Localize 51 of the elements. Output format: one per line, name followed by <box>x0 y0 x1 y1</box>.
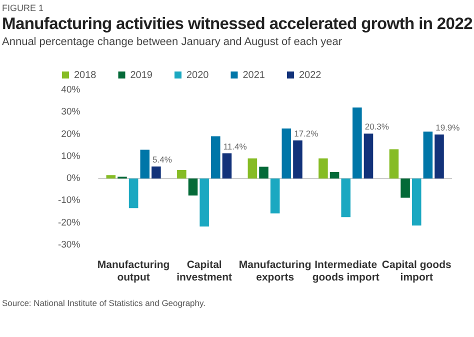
bar <box>188 178 198 196</box>
y-tick-label: 20% <box>61 128 81 140</box>
y-tick-label: -30% <box>58 239 81 250</box>
x-tick-label: Manufacturing exports <box>238 258 312 284</box>
bar <box>106 175 116 178</box>
bar <box>222 153 232 178</box>
legend-label: 2022 <box>298 70 322 81</box>
legend-label: 2019 <box>130 70 153 81</box>
bar <box>248 158 258 178</box>
bar <box>434 134 444 178</box>
caption: FIGURE 1 <box>2 3 45 14</box>
bar <box>152 166 161 178</box>
bar <box>282 128 292 178</box>
bar <box>293 140 302 178</box>
data-label: 17.2% <box>294 128 319 139</box>
data-label: 11.4% <box>223 141 248 152</box>
bar <box>412 178 422 226</box>
bar <box>270 178 280 214</box>
y-tick-label: 30% <box>61 106 81 118</box>
chart-subtitle: Annual percentage change between January and August of each year <box>2 36 344 48</box>
bar <box>259 166 268 178</box>
data-label: 19.9% <box>436 122 460 133</box>
data-label: 20.3% <box>364 122 390 132</box>
bar <box>200 178 209 226</box>
bar <box>128 178 138 208</box>
bar <box>211 136 220 178</box>
x-tick-label: Capital goods import <box>382 258 452 284</box>
bar <box>140 150 150 178</box>
bar <box>400 178 410 198</box>
x-tick-label: Capital investment <box>176 258 233 284</box>
bar <box>364 134 374 178</box>
source-note: Source: National Institute of Statistics and Geography. <box>2 298 206 308</box>
y-tick-label: -10% <box>58 195 81 206</box>
chart-title: Manufacturing activities witnessed accelerated growth in 2022 <box>2 15 474 34</box>
bar <box>389 149 399 178</box>
bar <box>352 107 362 178</box>
x-tick-label: Intermediate goods import <box>312 258 380 284</box>
legend-label: 2018 <box>74 70 97 81</box>
y-tick-label: 40% <box>61 84 81 96</box>
bar <box>423 132 433 178</box>
bar <box>177 170 186 178</box>
legend-label: 2020 <box>186 70 210 81</box>
y-tick-label: 0% <box>66 173 81 184</box>
data-label: 5.4% <box>152 154 172 165</box>
y-tick-label: 10% <box>61 150 81 162</box>
y-tick-label: -20% <box>58 217 81 228</box>
x-tick-label: Manufacturing output <box>97 258 170 284</box>
bar <box>341 178 350 218</box>
bar <box>318 158 328 178</box>
bar <box>330 172 340 178</box>
legend-label: 2021 <box>242 70 266 81</box>
